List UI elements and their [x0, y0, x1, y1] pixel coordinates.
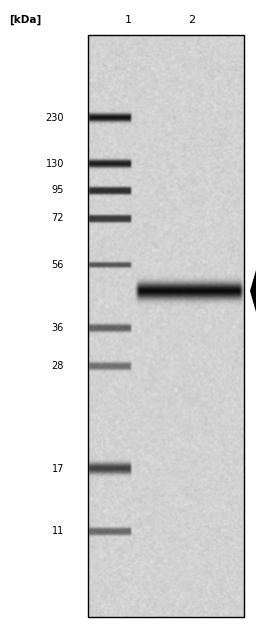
Text: 95: 95	[52, 185, 64, 195]
Text: 130: 130	[46, 159, 64, 169]
Text: 28: 28	[52, 361, 64, 371]
Bar	[88, 35, 244, 617]
Text: [kDa]: [kDa]	[9, 15, 42, 25]
Polygon shape	[251, 263, 256, 320]
Text: 2: 2	[188, 15, 196, 25]
Text: 36: 36	[52, 322, 64, 333]
Text: 230: 230	[46, 113, 64, 123]
Text: 11: 11	[52, 526, 64, 536]
Text: 72: 72	[51, 213, 64, 223]
Text: 1: 1	[124, 15, 132, 25]
Text: 56: 56	[52, 260, 64, 270]
Text: 17: 17	[52, 464, 64, 474]
